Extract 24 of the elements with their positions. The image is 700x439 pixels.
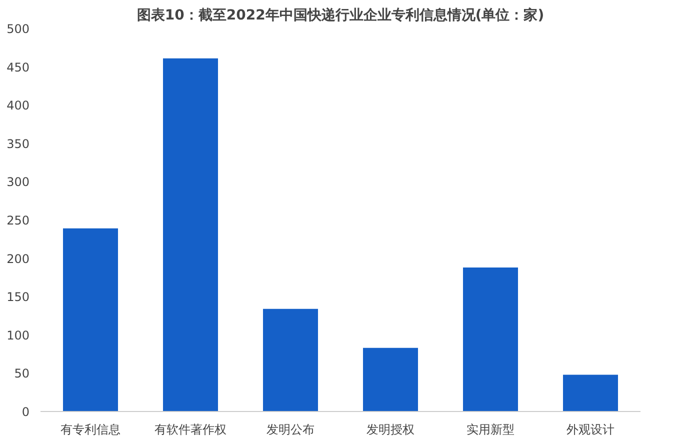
x-tick-label: 有专利信息 [60,422,120,436]
y-tick-label: 500 [6,22,30,36]
bar [63,228,118,412]
bar [163,58,218,412]
y-tick-label: 300 [6,175,30,190]
x-tick-label: 外观设计 [566,422,614,436]
bar [463,267,518,412]
y-tick-label: 250 [6,214,30,228]
x-tick-label: 有软件著作权 [154,422,226,436]
y-tick-label: 400 [6,98,30,113]
y-tick-label: 450 [6,60,30,74]
y-tick-label: 200 [6,252,30,266]
x-tick-label: 发明授权 [366,422,414,436]
x-tick-label: 发明公布 [266,422,314,436]
bar [363,348,418,412]
y-tick-label: 50 [14,366,30,381]
y-tick-label: 350 [6,136,30,151]
x-tick-label: 实用新型 [466,422,514,436]
y-tick-label: 100 [6,328,30,342]
bar [563,374,618,412]
y-tick-label: 150 [6,290,30,304]
chart-title: 图表10：截至2022年中国快递行业企业专利信息情况(单位：家) [136,6,544,24]
bar [263,308,318,412]
y-tick-label: 0 [22,405,30,419]
